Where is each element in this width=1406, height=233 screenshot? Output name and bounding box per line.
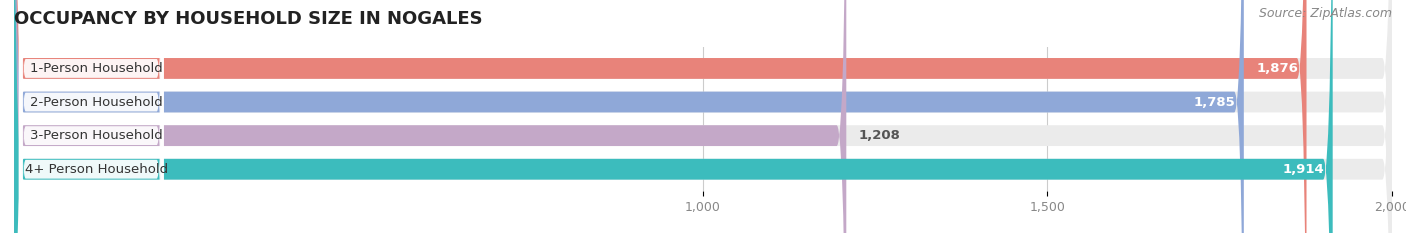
FancyBboxPatch shape bbox=[14, 0, 1333, 233]
Text: 4+ Person Household: 4+ Person Household bbox=[25, 163, 169, 176]
FancyBboxPatch shape bbox=[18, 0, 163, 233]
Text: 1,914: 1,914 bbox=[1282, 163, 1324, 176]
Text: 1-Person Household: 1-Person Household bbox=[31, 62, 163, 75]
Text: OCCUPANCY BY HOUSEHOLD SIZE IN NOGALES: OCCUPANCY BY HOUSEHOLD SIZE IN NOGALES bbox=[14, 10, 482, 28]
Text: 1,208: 1,208 bbox=[859, 129, 901, 142]
Text: 3-Person Household: 3-Person Household bbox=[31, 129, 163, 142]
FancyBboxPatch shape bbox=[14, 0, 1306, 233]
Text: 1,785: 1,785 bbox=[1194, 96, 1236, 109]
FancyBboxPatch shape bbox=[14, 0, 1244, 233]
FancyBboxPatch shape bbox=[14, 0, 1392, 233]
FancyBboxPatch shape bbox=[18, 0, 163, 233]
FancyBboxPatch shape bbox=[14, 0, 846, 233]
Text: 1,876: 1,876 bbox=[1257, 62, 1298, 75]
FancyBboxPatch shape bbox=[18, 0, 163, 233]
FancyBboxPatch shape bbox=[14, 0, 1392, 233]
FancyBboxPatch shape bbox=[18, 0, 163, 233]
Text: 2-Person Household: 2-Person Household bbox=[31, 96, 163, 109]
FancyBboxPatch shape bbox=[14, 0, 1392, 233]
Text: Source: ZipAtlas.com: Source: ZipAtlas.com bbox=[1258, 7, 1392, 20]
FancyBboxPatch shape bbox=[14, 0, 1392, 233]
